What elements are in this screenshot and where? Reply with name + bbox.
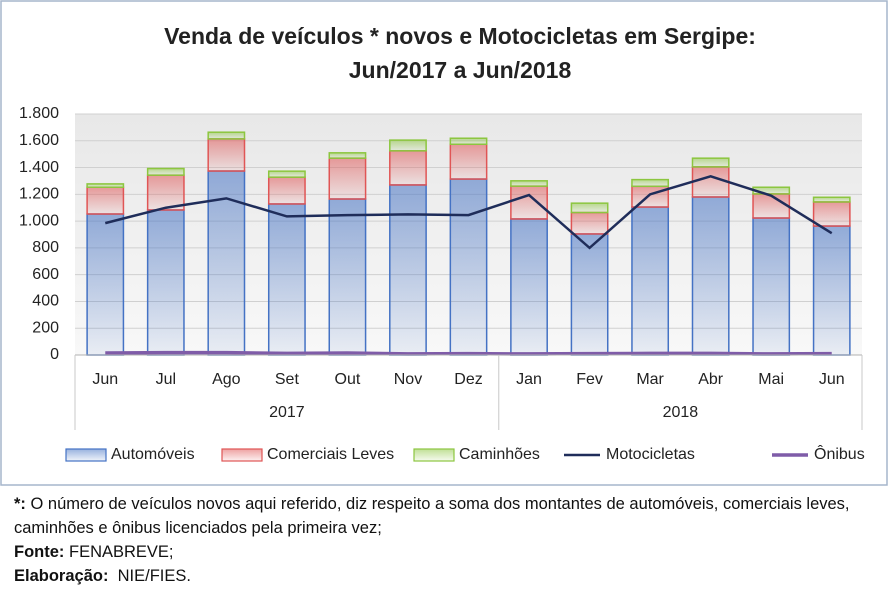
y-tick-label: 0 <box>50 346 59 363</box>
note-text: FENABREVE; <box>64 543 174 561</box>
bar <box>631 206 670 356</box>
note-label: Elaboração: <box>14 567 109 585</box>
bar <box>328 157 367 200</box>
note-label: *: <box>14 495 26 513</box>
bar <box>510 185 548 220</box>
y-tick-label: 1.200 <box>19 186 59 203</box>
group-label: 2017 <box>269 404 305 421</box>
bar <box>570 202 609 214</box>
note: Elaboração: NIE/FIES. <box>14 564 874 588</box>
x-tick-label: Jan <box>516 371 542 388</box>
notes: *: O número de veículos novos aqui refer… <box>14 492 874 588</box>
legend-label: Motocicletas <box>606 446 695 463</box>
x-tick-label: Set <box>275 371 300 388</box>
bar <box>510 180 548 187</box>
line <box>104 174 833 250</box>
legend-label: Automóveis <box>111 446 195 463</box>
bar <box>449 143 488 180</box>
chart-title: Jun/2017 a Jun/2018 <box>349 57 572 83</box>
y-tick-label: 1.000 <box>19 212 59 229</box>
x-tick-label: Jun <box>819 371 845 388</box>
bar <box>570 233 609 356</box>
note-label: Fonte: <box>14 543 65 561</box>
bar <box>449 137 488 146</box>
note-text: O número de veículos novos aqui referido… <box>14 495 855 537</box>
x-tick-label: Jul <box>156 371 176 388</box>
legend-swatch <box>221 448 263 462</box>
bar <box>449 178 488 356</box>
x-tick-label: Fev <box>576 371 603 388</box>
bar <box>812 201 851 227</box>
bar <box>812 196 851 203</box>
bar <box>389 150 427 186</box>
bar <box>86 183 125 188</box>
line <box>105 350 832 356</box>
x-tick-label: Mar <box>636 371 664 388</box>
x-tick-label: Jun <box>92 371 118 388</box>
chart-title: Venda de veículos * novos e Motocicletas… <box>164 23 756 49</box>
y-tick-label: 600 <box>32 266 59 283</box>
bar <box>510 218 548 356</box>
bar <box>328 152 367 159</box>
legend-label: Comerciais Leves <box>267 446 394 463</box>
bar <box>207 138 246 172</box>
bar <box>812 225 851 356</box>
x-tick-label: Abr <box>698 371 724 388</box>
y-tick-label: 1.600 <box>19 132 59 149</box>
bar <box>691 157 730 168</box>
y-tick-label: 1.400 <box>19 159 59 176</box>
x-tick-label: Nov <box>394 371 422 388</box>
group-label: 2018 <box>663 404 699 421</box>
bar <box>146 174 185 211</box>
chart: Venda de veículos * novos e Motocicletas… <box>0 0 888 486</box>
bar <box>267 203 306 356</box>
bar <box>146 209 185 356</box>
legend-label: Ônibus <box>814 444 865 463</box>
x-tick-label: Out <box>335 371 361 388</box>
bar <box>389 139 427 152</box>
y-tick-label: 400 <box>32 293 59 310</box>
x-tick-label: Mai <box>758 371 784 388</box>
bar <box>691 166 730 198</box>
y-tick-label: 1.800 <box>19 105 59 122</box>
y-tick-label: 800 <box>32 239 59 256</box>
note: Fonte: FENABREVE; <box>14 540 874 564</box>
bar <box>146 167 185 176</box>
bar <box>267 176 306 205</box>
bar <box>631 178 670 188</box>
note: *: O número de veículos novos aqui refer… <box>14 492 874 540</box>
bar <box>86 213 125 356</box>
bar <box>207 131 246 140</box>
bar <box>328 198 367 356</box>
bar <box>691 196 730 356</box>
bar <box>267 170 306 178</box>
x-tick-label: Dez <box>454 371 482 388</box>
bar <box>389 184 427 356</box>
note-text: NIE/FIES. <box>108 567 191 585</box>
bar <box>752 193 791 219</box>
legend-swatch <box>413 448 455 462</box>
y-tick-label: 200 <box>32 319 59 336</box>
x-tick-label: Ago <box>212 371 241 388</box>
legend-swatch <box>65 448 107 462</box>
legend-label: Caminhões <box>459 446 540 463</box>
bar <box>570 211 609 235</box>
bar <box>86 186 125 215</box>
bar <box>752 217 791 356</box>
